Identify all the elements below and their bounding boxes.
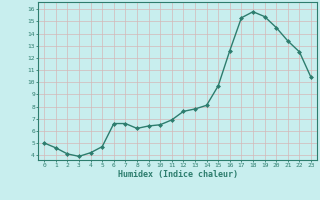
- X-axis label: Humidex (Indice chaleur): Humidex (Indice chaleur): [118, 170, 238, 179]
